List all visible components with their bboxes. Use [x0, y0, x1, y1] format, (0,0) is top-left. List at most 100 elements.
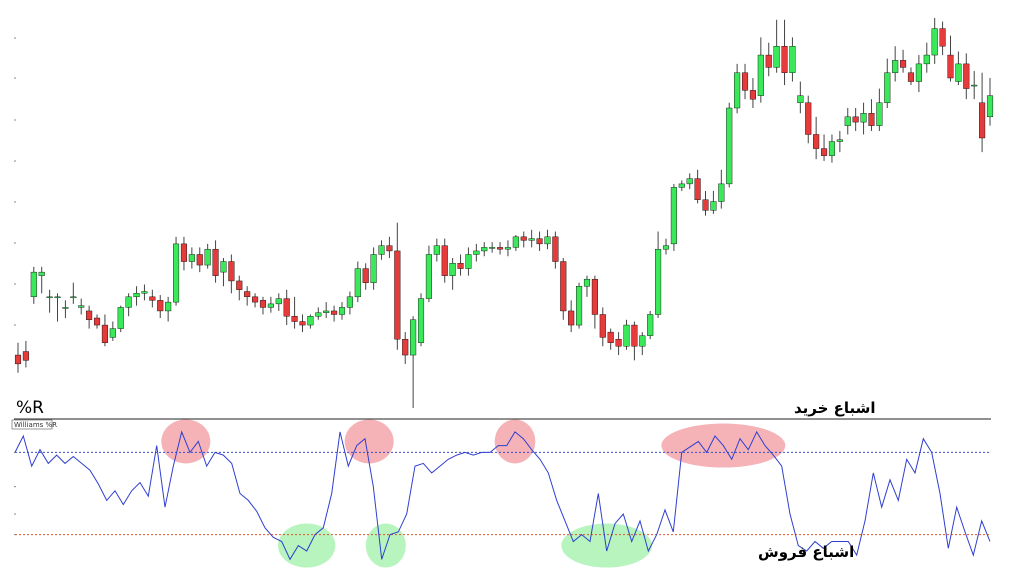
candle-up	[512, 236, 519, 248]
candle-up	[892, 60, 899, 73]
indicator-tag: Williams %R	[14, 421, 57, 429]
candle-down	[552, 236, 559, 262]
indicator-panel: %R Williams %R اشباع خرید اشباع فروش	[11, 398, 991, 568]
candle-down	[939, 28, 946, 47]
candle-up	[465, 254, 472, 269]
candle-down	[180, 243, 187, 262]
candle-down	[93, 317, 101, 326]
candle-up	[117, 307, 124, 329]
candle-up	[489, 247, 496, 249]
candle-up	[378, 245, 385, 255]
candle-down	[805, 102, 812, 135]
candle-down	[149, 296, 156, 301]
candle-up	[354, 268, 361, 298]
candle-up	[133, 293, 140, 298]
candle-down	[694, 178, 701, 200]
highlight-zones	[161, 419, 786, 568]
candle-down	[259, 300, 267, 308]
candle-down	[599, 314, 606, 338]
candle-down	[702, 199, 709, 211]
candle-down	[741, 72, 749, 91]
oversold-label: اشباع فروش	[758, 543, 854, 561]
candle-up	[46, 296, 53, 299]
candle-up	[915, 63, 922, 82]
candle-up	[78, 305, 85, 308]
candle-up	[30, 271, 37, 298]
candle-up	[686, 178, 693, 185]
candle-up	[481, 247, 488, 252]
candle-up	[410, 319, 417, 356]
candle-up	[62, 307, 69, 309]
candle-up	[710, 201, 717, 211]
candle-up	[125, 296, 132, 308]
candle-up	[931, 28, 938, 56]
oversold-zone	[278, 523, 336, 568]
candle-up	[433, 245, 440, 255]
candle-up	[971, 84, 978, 87]
candle-up	[38, 271, 45, 276]
candle-up	[141, 291, 148, 294]
candle-up	[647, 314, 654, 336]
candle-up	[528, 238, 535, 241]
candle-down	[963, 63, 970, 89]
candle-down	[852, 116, 859, 123]
candle-up	[623, 324, 630, 347]
candle-down	[228, 261, 235, 282]
candle-up	[204, 248, 211, 266]
candle-down	[283, 298, 290, 317]
candle-up	[797, 95, 804, 103]
indicator-title: %R	[16, 398, 44, 418]
candle-up	[884, 72, 891, 103]
candle-down	[244, 291, 251, 298]
candle-up	[323, 310, 330, 313]
candle-up	[718, 183, 725, 202]
candle-up	[828, 141, 835, 156]
candle-up	[267, 303, 274, 308]
candle-up	[923, 54, 930, 65]
candle-down	[813, 134, 820, 149]
candle-up	[173, 243, 180, 303]
candle-down	[615, 338, 622, 347]
candle-down	[497, 247, 504, 250]
candle-up	[109, 328, 116, 338]
candle-down	[14, 354, 22, 365]
candlestick-series	[14, 18, 994, 408]
candle-up	[726, 107, 733, 185]
overbought-label: اشباع خرید	[794, 399, 876, 417]
candle-down	[765, 54, 772, 68]
candle-up	[955, 63, 962, 82]
candle-up	[757, 54, 764, 96]
candle-down	[196, 254, 203, 266]
candle-up	[876, 102, 883, 126]
candle-up	[678, 183, 685, 188]
overbought-zone	[494, 419, 536, 464]
candle-down	[560, 261, 567, 312]
candle-up	[670, 187, 677, 245]
candle-down	[568, 310, 575, 326]
candle-up	[346, 296, 353, 308]
candle-down	[907, 72, 915, 82]
candle-up	[789, 46, 796, 73]
candle-up	[425, 254, 432, 299]
candle-up	[307, 316, 314, 326]
candle-down	[22, 351, 29, 361]
candle-up	[734, 72, 741, 109]
candle-up	[655, 248, 662, 315]
candle-up	[639, 335, 646, 347]
candle-up	[860, 113, 867, 123]
candle-up	[583, 278, 591, 287]
candle-up	[773, 46, 780, 68]
oversold-zone	[561, 523, 653, 568]
candle-up	[544, 236, 551, 245]
candle-up	[844, 116, 851, 126]
candle-down	[291, 316, 298, 322]
candle-up	[662, 245, 670, 250]
candle-up	[70, 296, 77, 299]
candle-down	[631, 324, 638, 347]
indicator-axis-ticks	[14, 451, 16, 536]
williams-r-line	[14, 430, 991, 561]
candle-down	[979, 102, 986, 139]
candle-up	[576, 286, 583, 326]
candle-down	[749, 90, 756, 100]
